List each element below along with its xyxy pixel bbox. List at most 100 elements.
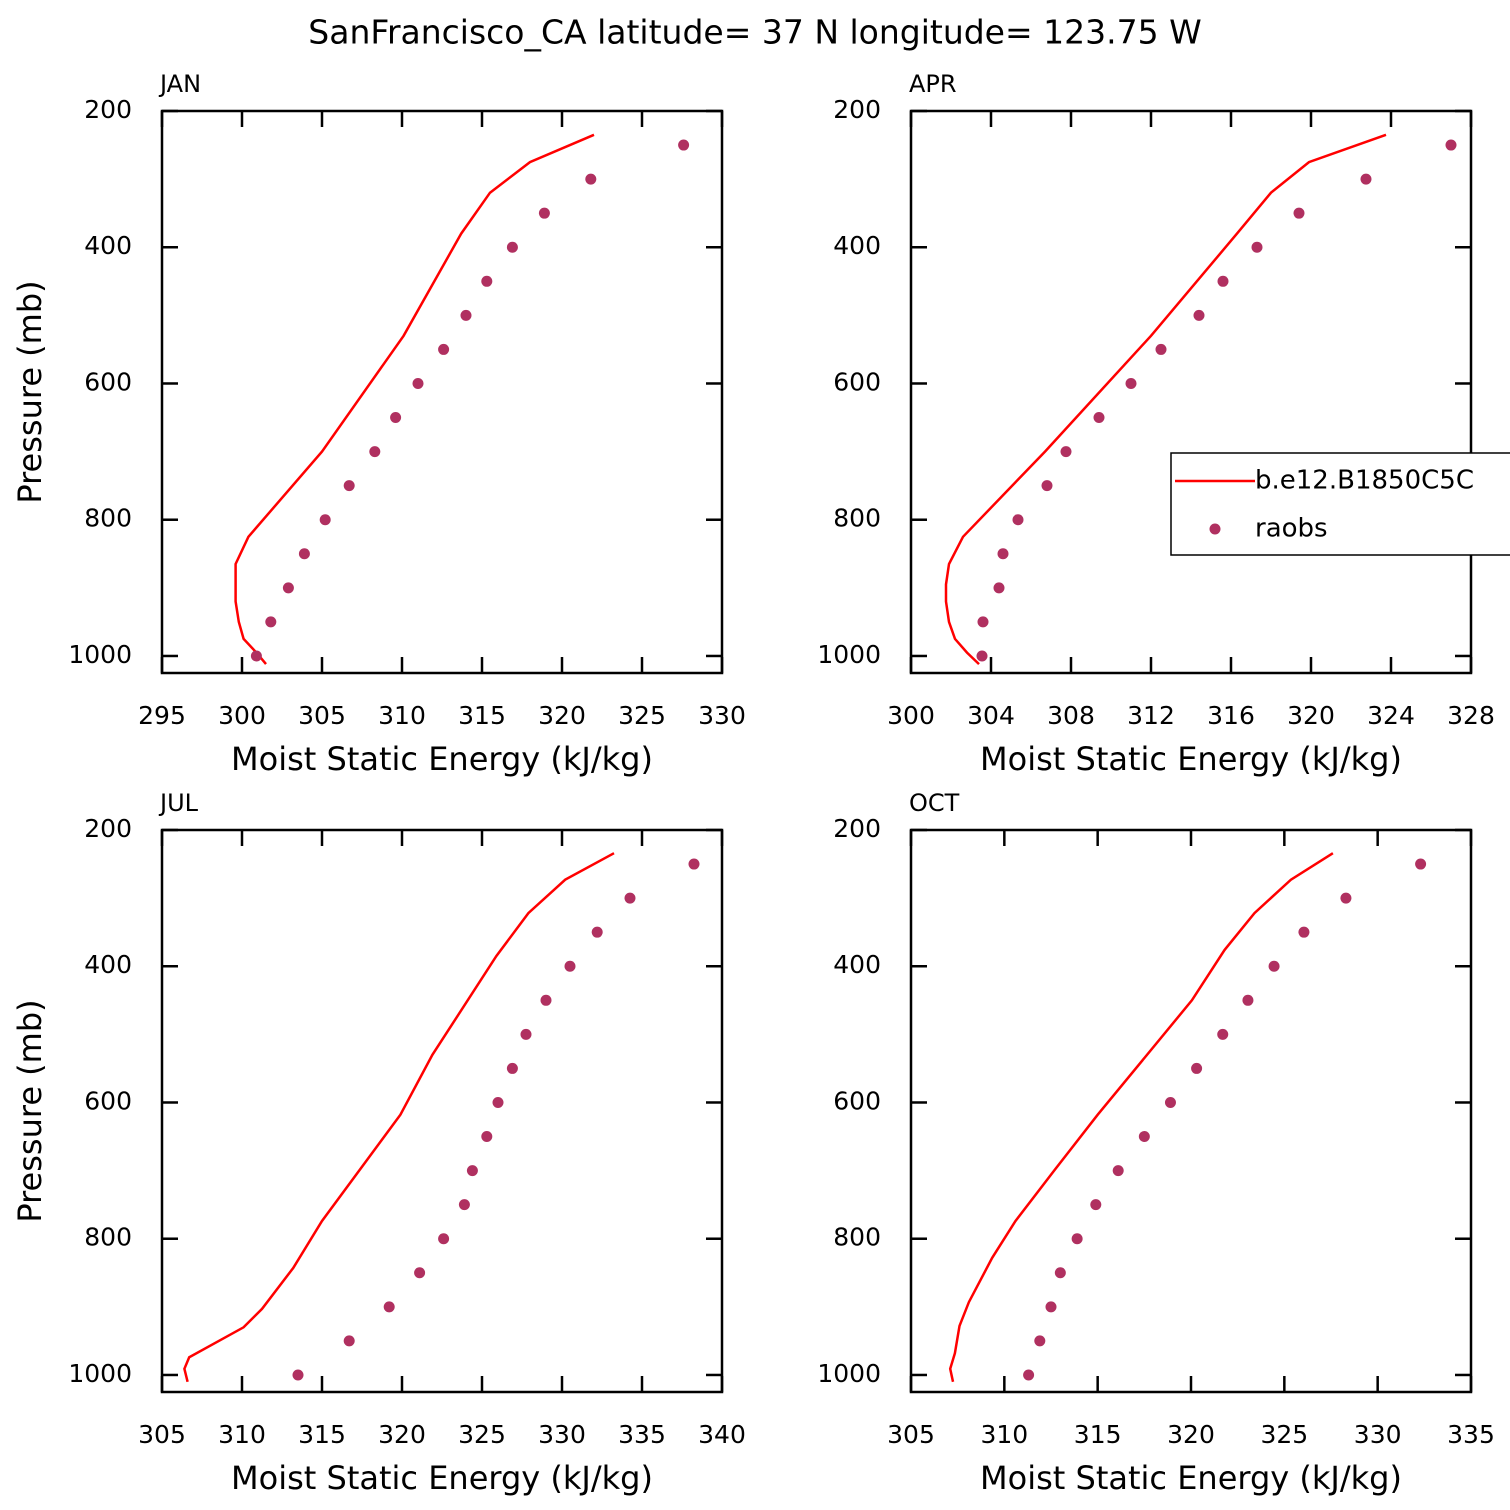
raob-point	[1090, 1199, 1102, 1211]
profile-line	[234, 133, 595, 665]
raob-point	[1242, 994, 1254, 1006]
raob-point	[481, 1131, 493, 1143]
raob-point	[976, 650, 988, 662]
panel-title: APR	[909, 70, 957, 98]
panel-title: JUL	[158, 789, 199, 817]
y-axis-label: Pressure (mb)	[11, 999, 49, 1222]
raob-point	[520, 1028, 532, 1040]
y-tick-label: 400	[84, 231, 132, 260]
x-axis-label: Moist Static Energy (kJ/kg)	[980, 740, 1402, 778]
raob-point	[1012, 514, 1024, 526]
x-tick-label: 320	[538, 701, 586, 730]
x-tick-label: 305	[298, 701, 346, 730]
raob-point	[458, 1199, 470, 1211]
x-tick-label: 324	[1367, 701, 1415, 730]
raob-point	[1217, 275, 1229, 287]
legend-label: b.e12.B1850C5C	[1255, 466, 1474, 496]
profile-line	[944, 133, 1387, 666]
y-tick-label: 1000	[68, 640, 132, 669]
raob-point	[319, 514, 331, 526]
x-tick-label: 320	[378, 1420, 426, 1449]
x-tick-label: 325	[618, 701, 666, 730]
x-tick-label: 308	[1047, 701, 1095, 730]
raob-point	[1415, 858, 1427, 870]
x-tick-label: 315	[1074, 1420, 1122, 1449]
raob-point	[265, 616, 277, 628]
raob-point	[466, 1165, 478, 1177]
raob-point	[591, 926, 603, 938]
y-tick-label: 800	[84, 1223, 132, 1252]
y-tick-label: 200	[833, 814, 881, 843]
x-tick-label: 304	[967, 701, 1015, 730]
y-tick-label: 400	[833, 950, 881, 979]
y-tick-label: 600	[833, 1086, 881, 1115]
raob-point	[343, 1335, 355, 1347]
raob-point	[1138, 1131, 1150, 1143]
raob-point	[438, 343, 450, 355]
x-tick-label: 305	[887, 1420, 935, 1449]
raob-point	[997, 548, 1009, 560]
legend-box	[1170, 452, 1510, 556]
raob-point	[1112, 1165, 1124, 1177]
raob-point	[390, 412, 402, 424]
y-tick-label: 1000	[68, 1359, 132, 1388]
raob-point	[369, 446, 381, 458]
y-tick-label: 400	[84, 950, 132, 979]
x-tick-label: 305	[138, 1420, 186, 1449]
raob-point	[250, 650, 262, 662]
raob-point	[1054, 1267, 1066, 1279]
raob-point	[506, 241, 518, 253]
raob-point	[1023, 1369, 1035, 1381]
raob-point	[1191, 1062, 1203, 1074]
profile-line	[948, 852, 1334, 1383]
raob-point	[678, 139, 690, 151]
panel-title: JAN	[158, 70, 201, 98]
raob-point	[1445, 139, 1457, 151]
raob-point	[1293, 207, 1305, 219]
raob-point	[492, 1096, 504, 1108]
raob-point	[624, 892, 636, 904]
x-tick-label: 295	[138, 701, 186, 730]
x-tick-label: 312	[1127, 701, 1175, 730]
x-tick-label: 310	[980, 1420, 1028, 1449]
y-tick-label: 800	[84, 504, 132, 533]
raob-point	[292, 1369, 304, 1381]
x-tick-label: 300	[218, 701, 266, 730]
y-tick-label: 1000	[817, 640, 881, 669]
x-tick-label: 325	[1260, 1420, 1308, 1449]
x-tick-label: 320	[1287, 701, 1335, 730]
x-tick-label: 330	[698, 701, 746, 730]
y-tick-label: 800	[833, 504, 881, 533]
x-tick-label: 300	[887, 701, 935, 730]
plot-frame	[160, 828, 724, 1394]
x-tick-label: 340	[698, 1420, 746, 1449]
raob-point	[1071, 1233, 1083, 1245]
raob-point	[977, 616, 989, 628]
raob-point	[412, 377, 424, 389]
raob-point	[540, 994, 552, 1006]
raob-point	[1340, 892, 1352, 904]
x-axis-label: Moist Static Energy (kJ/kg)	[980, 1459, 1402, 1497]
legend-point	[1209, 523, 1221, 535]
raob-point	[1251, 241, 1263, 253]
x-tick-label: 316	[1207, 701, 1255, 730]
panel-title: OCT	[909, 789, 960, 817]
y-tick-label: 400	[833, 231, 881, 260]
raob-point	[688, 858, 700, 870]
raob-point	[1155, 343, 1167, 355]
y-tick-label: 600	[84, 1086, 132, 1115]
figure-title: SanFrancisco_CA latitude= 37 N longitude…	[308, 13, 1201, 52]
raob-point	[1041, 480, 1053, 492]
x-tick-label: 320	[1167, 1420, 1215, 1449]
raob-point	[298, 548, 310, 560]
x-tick-label: 330	[538, 1420, 586, 1449]
raob-point	[1125, 377, 1137, 389]
x-tick-label: 310	[378, 701, 426, 730]
x-tick-label: 325	[458, 1420, 506, 1449]
x-tick-label: 310	[218, 1420, 266, 1449]
y-tick-label: 800	[833, 1223, 881, 1252]
raob-point	[506, 1062, 518, 1074]
raob-point	[1268, 960, 1280, 972]
raob-point	[1093, 412, 1105, 424]
